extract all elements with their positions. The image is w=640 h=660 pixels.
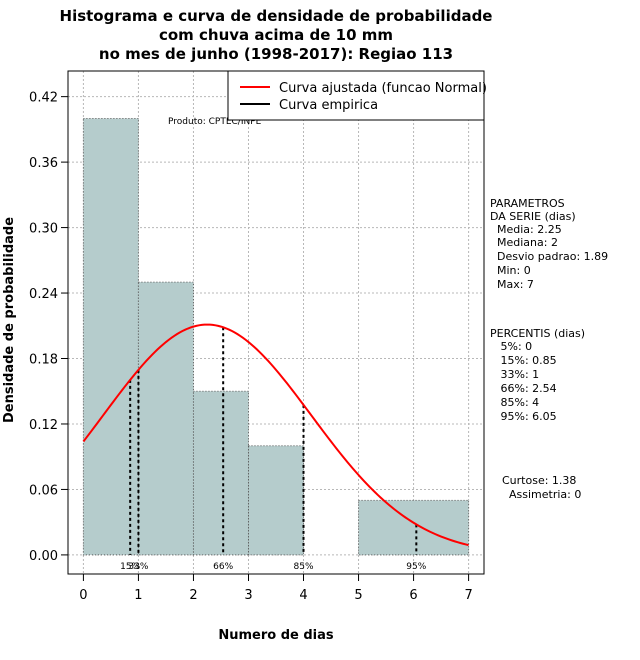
x-axis: 0 1 2 3 4 5 6 7 <box>79 573 473 603</box>
title-line-1: Histograma e curva de densidade de proba… <box>60 7 493 25</box>
y-tick-label: 0.24 <box>29 287 58 302</box>
histogram-bar <box>358 499 470 556</box>
y-tick-label: 0.06 <box>29 483 58 498</box>
percentis-line: 5%: 0 <box>490 340 532 353</box>
normal-curve-group <box>82 323 469 547</box>
parametros-line: PARAMETROS <box>490 197 565 210</box>
parametros-line: Desvio padrao: 1.89 <box>490 250 608 263</box>
parametros-line: Min: 0 <box>490 264 531 277</box>
y-tick-label: 0.36 <box>29 156 58 171</box>
y-axis-label: Densidade de probabilidade <box>2 217 17 423</box>
y-tick-label: 0.12 <box>29 418 58 433</box>
histogram-bars <box>82 117 470 556</box>
x-tick-label: 1 <box>134 588 142 603</box>
percentis-line: 85%: 4 <box>490 396 539 409</box>
x-tick-label: 3 <box>244 588 252 603</box>
x-tick-label: 5 <box>354 588 362 603</box>
legend-box <box>227 70 485 121</box>
legend-label-empirical: Curva empirica <box>279 98 378 113</box>
title-line-3: no mes de junho (1998-2017): Regiao 113 <box>99 45 453 63</box>
product-annotation: Produto: CPTEC/INPE <box>168 117 262 127</box>
y-axis: 0.00 0.06 0.12 0.18 0.24 0.30 0.36 0.42 <box>29 91 69 564</box>
percentile-lines: 15%33% 66% 85% 95% <box>120 327 427 572</box>
x-tick-label: 7 <box>464 588 472 603</box>
x-tick-label: 0 <box>79 588 87 603</box>
parametros-line: Max: 7 <box>490 278 534 291</box>
legend: Curva ajustada (funcao Normal) Curva emp… <box>227 70 487 121</box>
percentile-label: 66% <box>213 562 233 572</box>
histogram-bar <box>247 445 305 556</box>
percentile-label: 95% <box>406 562 426 572</box>
normal-curve <box>82 323 469 547</box>
shape-stats-block: Curtose: 1.38 Assimetria: 0 <box>502 474 581 501</box>
curtose-text: Curtose: 1.38 <box>502 474 576 487</box>
percentis-line: PERCENTIS (dias) <box>490 327 585 340</box>
histogram-bar <box>192 390 249 556</box>
legend-label-normal: Curva ajustada (funcao Normal) <box>279 81 487 96</box>
assimetria-text: Assimetria: 0 <box>502 488 581 501</box>
percentile-label: 33% <box>128 562 148 572</box>
percentis-line: 95%: 6.05 <box>490 410 557 423</box>
parametros-line: Media: 2.25 <box>490 223 562 236</box>
side-panel: PARAMETROS DA SERIE (dias) Media: 2.25 M… <box>490 197 608 501</box>
x-axis-label: Numero de dias <box>218 628 334 643</box>
parametros-line: Mediana: 2 <box>490 236 558 249</box>
percentis-line: 33%: 1 <box>490 368 539 381</box>
percentis-line: 15%: 0.85 <box>490 354 557 367</box>
percentile-label: 85% <box>294 562 314 572</box>
y-tick-label: 0.30 <box>29 222 58 237</box>
x-tick-label: 6 <box>409 588 417 603</box>
y-tick-label: 0.00 <box>29 549 58 564</box>
chart-title: Histograma e curva de densidade de proba… <box>60 7 493 63</box>
title-line-2: com chuva acima de 10 mm <box>159 26 393 44</box>
parametros-line: DA SERIE (dias) <box>490 210 576 223</box>
percentile-label: 15% <box>120 562 140 572</box>
percentis-line: 66%: 2.54 <box>490 382 557 395</box>
y-tick-label: 0.42 <box>29 91 58 106</box>
percentis-block: PERCENTIS (dias) 5%: 0 15%: 0.85 33%: 1 … <box>490 327 585 423</box>
x-tick-label: 2 <box>189 588 197 603</box>
x-tick-label: 4 <box>299 588 307 603</box>
histogram-bar <box>137 281 194 556</box>
y-tick-label: 0.18 <box>29 353 58 368</box>
parametros-block: PARAMETROS DA SERIE (dias) Media: 2.25 M… <box>490 197 608 291</box>
